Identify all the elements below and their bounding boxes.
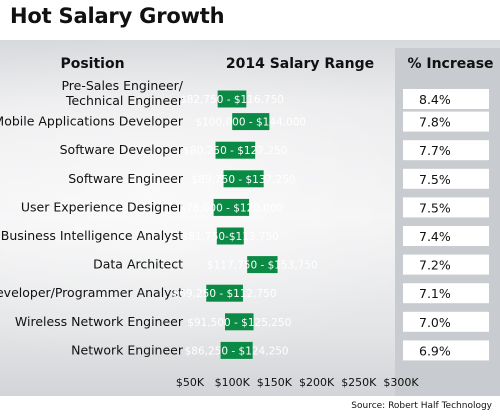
position-label: Network Engineer [71, 342, 184, 357]
x-axis-tick-label: $50K [176, 376, 205, 389]
salary-range-label: $82,750 - $116,750 [180, 94, 284, 106]
x-axis-tick-label: $200K [299, 376, 335, 389]
position-label: Mobile Applications Developer [0, 114, 184, 129]
percent-increase-box [403, 89, 489, 109]
salary-range-bar [247, 256, 278, 274]
percent-increase-box [403, 254, 489, 275]
x-axis-tick-label: $150K [257, 376, 293, 389]
salary-range-column-header: 2014 Salary Range [225, 56, 375, 72]
salary-range-chart: Pre-Sales Engineer/Technical Engineer$82… [0, 78, 489, 389]
percent-increase-box [403, 140, 489, 161]
percent-increase-box [403, 111, 489, 132]
salary-range-bar [225, 313, 254, 331]
salary-range-bar [217, 90, 247, 108]
page-title: Hot Salary Growth [10, 4, 225, 28]
salary-range-label: $89,750 - $137,250 [192, 174, 296, 186]
percent-increase-value: 7.7% [419, 143, 451, 158]
salary-range-label: $78,000 - $120,000 [179, 202, 283, 214]
x-axis-tick-label: $250K [341, 376, 377, 389]
salary-range-label: $117,750 - $153,750 [207, 260, 318, 272]
percent-increase-value: 7.4% [419, 229, 451, 244]
position-label: Software Developer [60, 142, 184, 157]
position-label: Software Engineer [68, 171, 184, 186]
position-column-header: Position [60, 56, 125, 72]
salary-range-label: $81,750-$113,750 [182, 231, 279, 243]
percent-increase-box [403, 226, 489, 246]
percent-increase-value: 7.2% [419, 258, 451, 273]
salary-range-label: $80,250 - $127,250 [183, 145, 287, 157]
percent-increase-box [403, 340, 489, 361]
percent-increase-box [403, 168, 489, 189]
position-label: User Experience Designer [21, 199, 184, 214]
percent-increase-value: 7.0% [419, 315, 451, 330]
percent-increase-value: 8.4% [419, 92, 451, 107]
salary-range-label: $91,500 - $125,250 [187, 317, 291, 329]
percent-increase-value: 7.5% [419, 172, 451, 187]
percent-increase-box [403, 311, 489, 332]
source-note: Source: Robert Half Technology [351, 401, 492, 411]
percent-increase-column-header: % Increase [407, 56, 494, 72]
position-label: Pre-Sales Engineer/ [61, 78, 183, 93]
salary-range-label: $69,250 - $112,750 [173, 288, 277, 300]
percent-increase-box [403, 283, 489, 304]
salary-range-bar [216, 227, 244, 245]
salary-range-label: $100,000 - $144,000 [195, 117, 306, 129]
salary-range-bar [213, 198, 250, 216]
percent-increase-value: 7.1% [419, 286, 451, 301]
percent-increase-value: 7.8% [419, 115, 451, 130]
percent-increase-value: 6.9% [419, 343, 451, 358]
salary-range-bar [223, 170, 264, 188]
position-label: Wireless Network Engineer [15, 314, 184, 329]
salary-range-bar [220, 341, 253, 359]
salary-range-label: $86,250 - $124,250 [185, 345, 289, 357]
salary-range-bar [215, 141, 256, 159]
salary-range-bar [232, 113, 270, 131]
percent-increase-box [403, 197, 489, 218]
position-label: Developer/Programmer Analyst [0, 285, 183, 300]
x-axis-tick-label: $100K [215, 376, 251, 389]
position-label: Business Intelligence Analyst [1, 228, 183, 243]
percent-increase-value: 7.5% [419, 200, 451, 215]
x-axis-tick-label: $300K [383, 376, 419, 389]
position-label: Technical Engineer [65, 93, 184, 108]
position-label: Data Architect [93, 257, 183, 272]
salary-range-bar [206, 284, 243, 302]
